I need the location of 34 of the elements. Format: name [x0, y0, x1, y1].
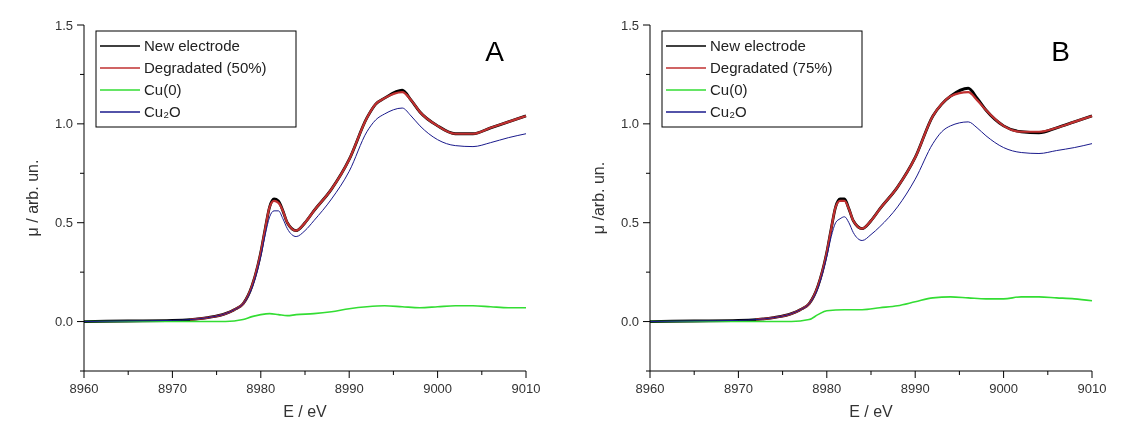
x-tick-label: 8970 [157, 381, 187, 396]
legend-label: New electrode [144, 37, 240, 55]
x-tick-label: 8960 [635, 381, 665, 396]
annotation: B [1051, 35, 1070, 67]
legend-label: Cu₂O [710, 103, 747, 121]
y-tick-label: 0.0 [54, 314, 73, 330]
y-axis-title: μ / arb. un. [24, 159, 41, 237]
legend-label: Degradated (50%) [144, 59, 267, 77]
legend-label: New electrode [710, 37, 806, 55]
y-tick-label: 0.5 [54, 215, 73, 231]
y-tick-label: 1.5 [620, 17, 639, 33]
y-axis-title: μ /arb. un. [590, 161, 607, 235]
x-axis-title: E / eV [849, 403, 894, 420]
legend-label: Cu(0) [710, 81, 748, 99]
x-tick-label: 8980 [246, 381, 276, 396]
y-tick-label: 1.0 [54, 116, 73, 132]
y-tick-label: 0.0 [620, 314, 639, 330]
x-tick-label: 8990 [900, 381, 930, 396]
x-tick-label: 9000 [989, 381, 1019, 396]
legend-label: Cu(0) [144, 81, 182, 99]
x-tick-label: 9010 [1077, 381, 1107, 396]
x-tick-label: 8980 [812, 381, 842, 396]
x-tick-label: 8990 [334, 381, 364, 396]
y-tick-label: 1.5 [54, 17, 73, 33]
x-axis-title: E / eV [283, 403, 328, 420]
x-tick-label: 9000 [423, 381, 453, 396]
x-tick-label: 8970 [723, 381, 753, 396]
y-tick-label: 1.0 [620, 116, 639, 132]
x-tick-label: 8960 [69, 381, 99, 396]
legend-label: Cu₂O [144, 103, 181, 121]
annotation: A [485, 35, 505, 67]
x-tick-label: 9010 [511, 381, 541, 396]
legend-label: Degradated (75%) [710, 59, 833, 77]
y-tick-label: 0.5 [620, 215, 639, 231]
